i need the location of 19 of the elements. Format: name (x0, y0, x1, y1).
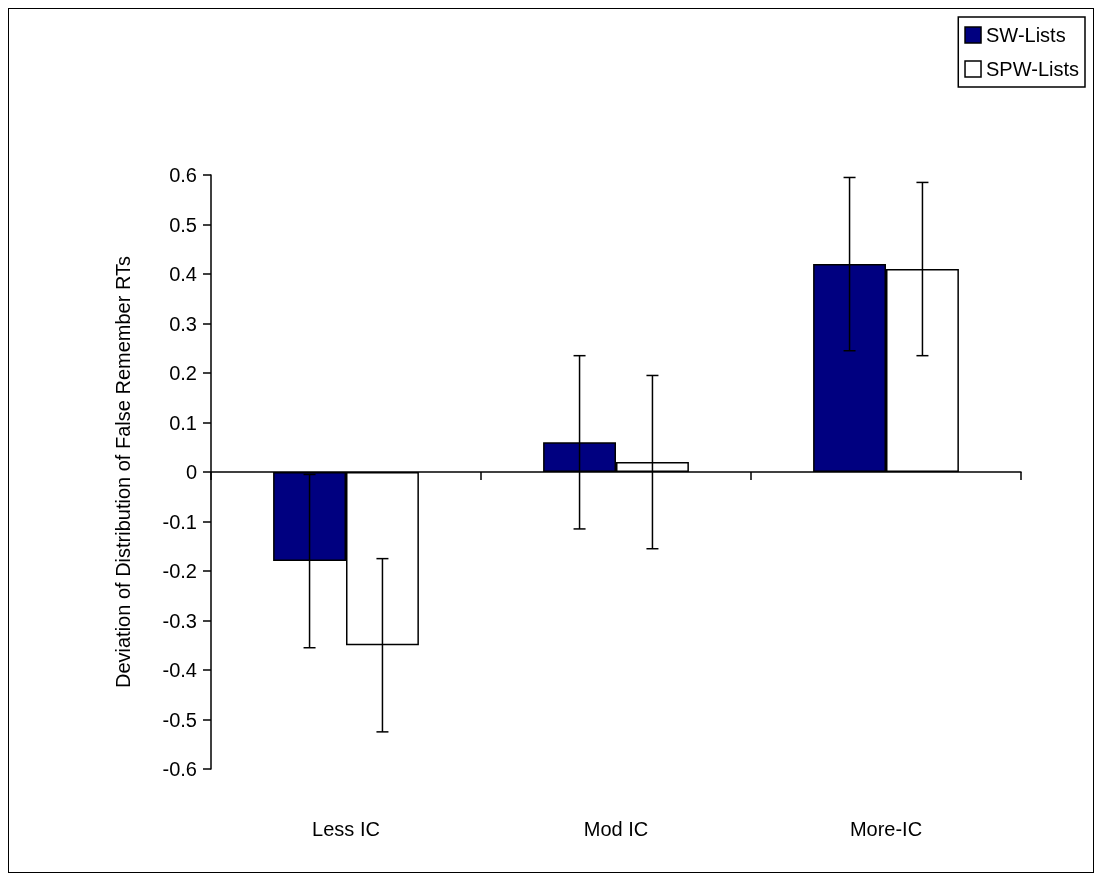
y-tick-label: 0.4 (169, 263, 197, 285)
y-tick-label: -0.5 (162, 708, 197, 731)
x-tick-label: More-IC (849, 818, 923, 840)
y-tick-label: 0.2 (169, 362, 197, 384)
y-tick-label: -0.4 (162, 659, 197, 681)
x-tick-label: Less IC (312, 818, 380, 840)
y-tick-label: -0.2 (162, 560, 197, 582)
legend-label: SPW-Lists (986, 58, 1080, 80)
y-tick-label: 0.1 (169, 411, 197, 434)
y-tick-label: 0.6 (169, 164, 197, 186)
y-tick-label: -0.1 (162, 510, 197, 533)
legend-label: SW-Lists (986, 24, 1066, 46)
y-tick-label: -0.6 (162, 758, 197, 780)
y-tick-label: 0.3 (169, 312, 197, 335)
y-tick-label: 0.5 (169, 213, 197, 236)
y-tick-label: -0.3 (162, 609, 197, 632)
y-tick-label: 0 (185, 461, 197, 483)
x-tick-label: Mod IC (583, 818, 649, 840)
y-axis-title: Deviation of Distribution of False Remember RTs (112, 255, 134, 689)
